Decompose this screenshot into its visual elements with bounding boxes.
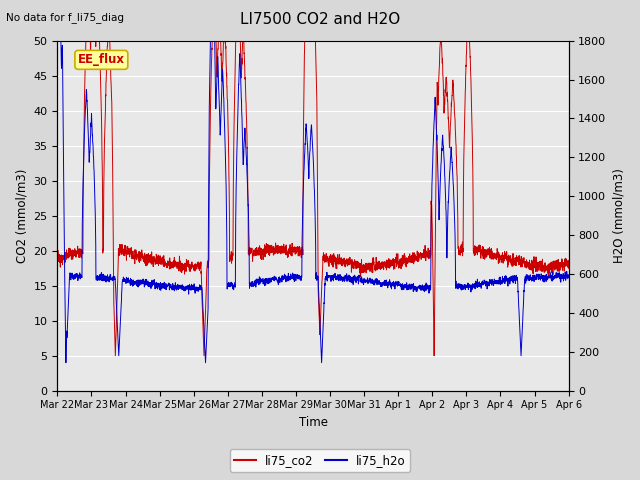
Y-axis label: H2O (mmol/m3): H2O (mmol/m3) <box>612 168 625 263</box>
Y-axis label: CO2 (mmol/m3): CO2 (mmol/m3) <box>15 168 28 263</box>
Text: LI7500 CO2 and H2O: LI7500 CO2 and H2O <box>240 12 400 27</box>
Text: EE_flux: EE_flux <box>78 53 125 66</box>
X-axis label: Time: Time <box>298 416 328 429</box>
Legend: li75_co2, li75_h2o: li75_co2, li75_h2o <box>230 449 410 472</box>
Text: No data for f_li75_diag: No data for f_li75_diag <box>6 12 124 23</box>
